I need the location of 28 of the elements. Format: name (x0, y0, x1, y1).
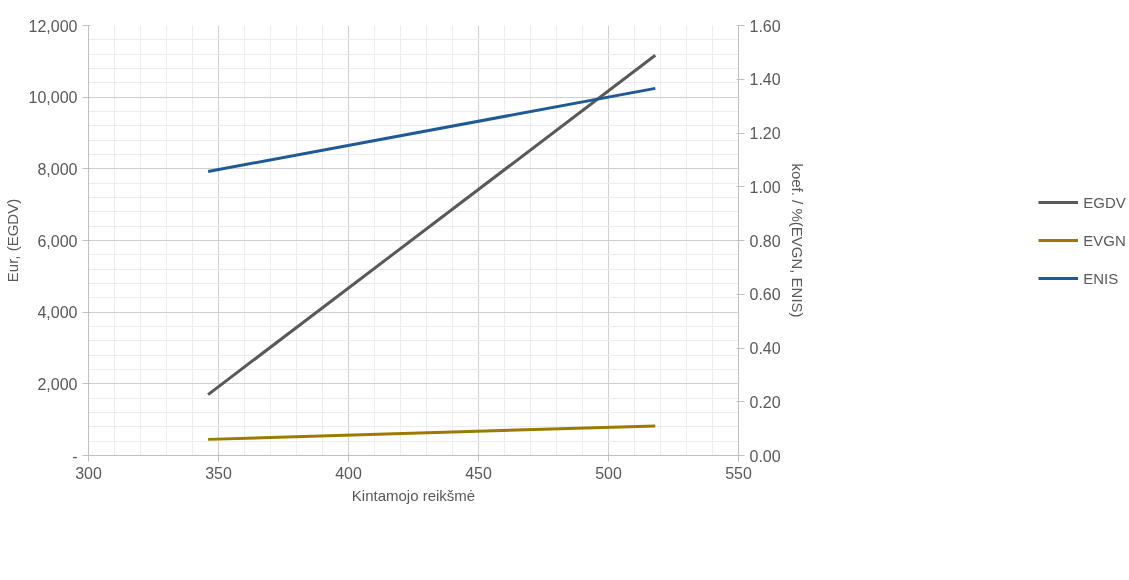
y2-tick-label: 1.40 (749, 71, 781, 89)
y-tick-label: 10,000 (28, 89, 78, 107)
y-axis-title: Eur, (EGDV) (3, 198, 21, 283)
x-tick-label: 300 (75, 464, 102, 482)
y2-tick-label: 0.60 (749, 286, 781, 304)
y2-tick-label: 0.40 (749, 340, 781, 357)
y-tick-label: 2,000 (37, 375, 78, 393)
y2-tick-label: 1.60 (749, 17, 781, 35)
x-tick-label: 450 (465, 464, 492, 482)
y2-tick-label: 1.20 (749, 125, 781, 142)
y-tick-label: 8,000 (37, 160, 78, 178)
y2-axis-title: koef. / %(EVGN, ENIS) (788, 163, 806, 318)
x-tick-label: 400 (335, 464, 362, 482)
x-axis-title: Kintamojo reikšmė (351, 486, 476, 504)
x-tick-label: 350 (205, 464, 232, 482)
y-tick-label: 6,000 (37, 232, 78, 250)
y2-tick-label: 0.00 (749, 447, 781, 465)
x-tick-label: 550 (725, 464, 752, 482)
legend-label: EVGN (1083, 231, 1126, 249)
legend-label: EGDV (1083, 193, 1126, 211)
y2-tick-label: 1.00 (749, 178, 781, 196)
y-tick-label: 4,000 (37, 304, 78, 322)
y-tick-label: - (72, 447, 78, 465)
y2-tick-label: 0.20 (749, 393, 781, 411)
y-tick-label: 12,000 (28, 17, 78, 35)
y2-tick-label: 0.80 (749, 232, 781, 250)
legend-label: ENIS (1083, 269, 1119, 287)
x-tick-label: 500 (595, 464, 622, 482)
